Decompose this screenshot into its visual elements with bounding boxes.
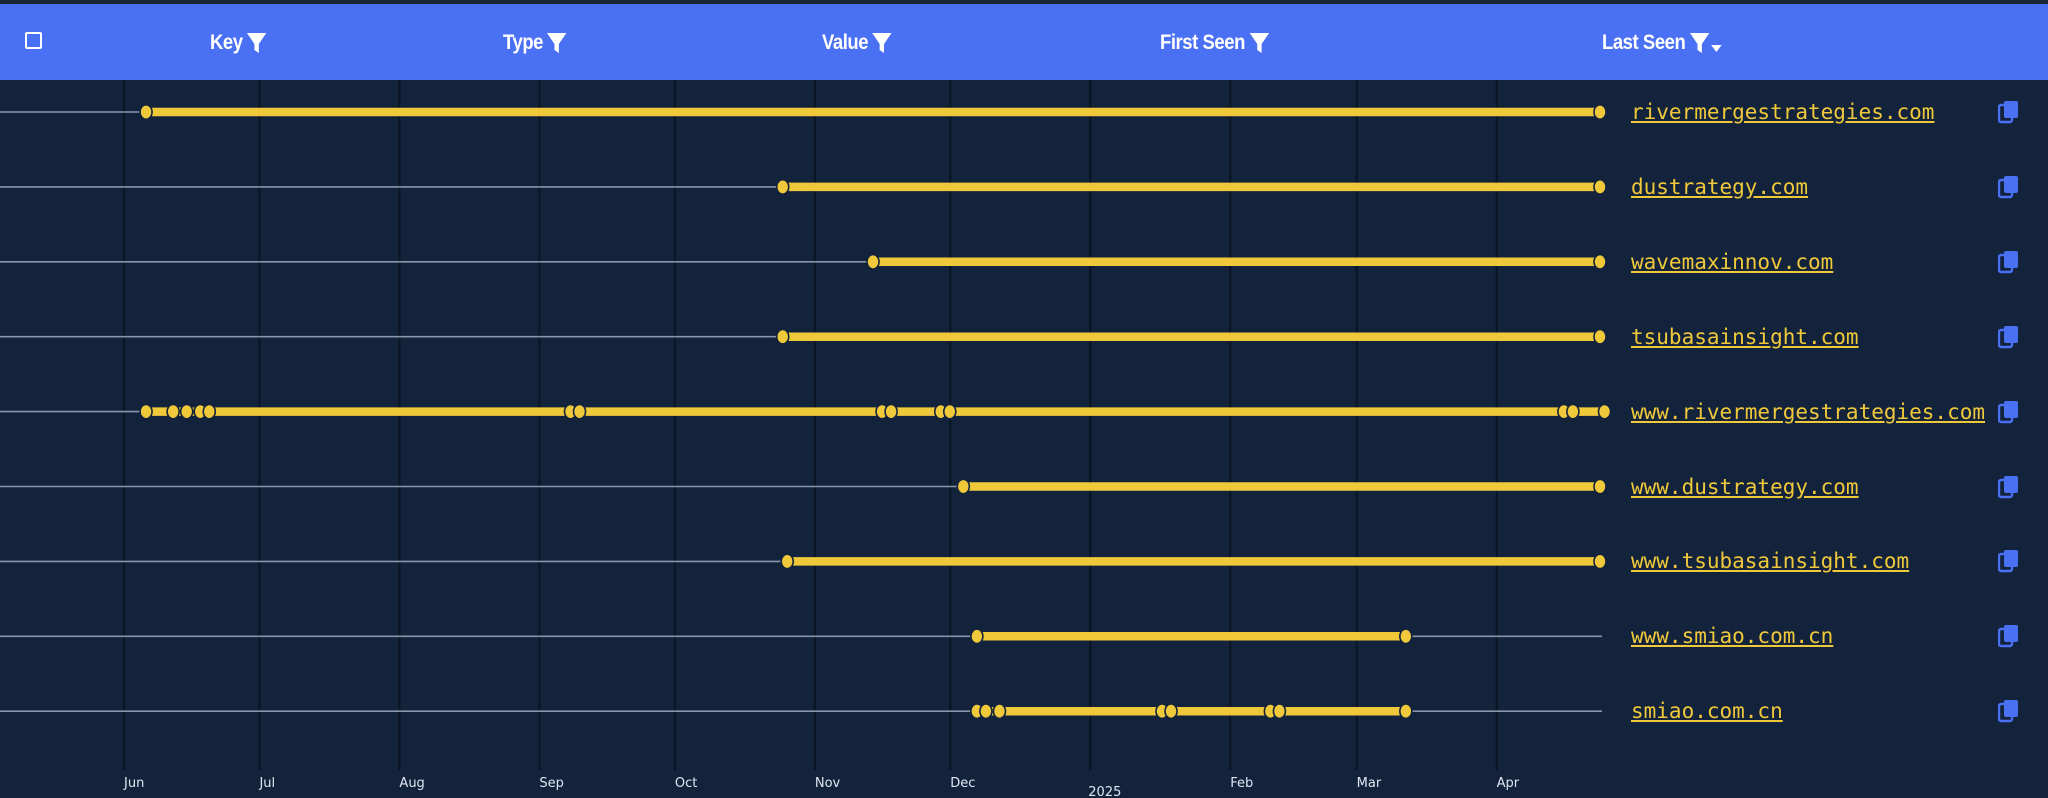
observation-point [202, 403, 217, 420]
timeline-row [0, 178, 1607, 195]
timeline-row [0, 103, 1607, 120]
timeline-row [0, 403, 1612, 420]
domain-link[interactable]: dustrategy.com [1631, 174, 1809, 199]
x-tick-label: Apr [1497, 776, 1520, 791]
column-header-label: First Seen [1160, 31, 1245, 54]
column-header-value[interactable]: Value [822, 26, 893, 60]
filter-icon[interactable] [1248, 31, 1269, 55]
observation-point [956, 478, 971, 495]
observation-point [1593, 178, 1607, 195]
observation-point [1593, 328, 1607, 345]
observation-point [1593, 253, 1607, 270]
copy-icon[interactable] [1998, 175, 2020, 199]
observation-point [1399, 703, 1413, 720]
column-header-label: Key [210, 31, 243, 54]
copy-icon[interactable] [1998, 549, 2020, 573]
timeline-row [0, 628, 1602, 645]
observation-point [775, 328, 790, 345]
x-tick-label: Dec [950, 776, 975, 791]
observation-point [884, 403, 898, 420]
domain-link[interactable]: rivermergestrategies.com [1631, 100, 1935, 124]
domain-link[interactable]: www.rivermergestrategies.com [1631, 399, 1986, 424]
observation-point [780, 553, 795, 570]
column-header-label: Type [503, 31, 544, 54]
filter-icon[interactable] [872, 31, 893, 55]
x-tick-label: Mar [1357, 776, 1382, 791]
domain-link[interactable]: www.tsubasainsight.com [1631, 549, 1910, 574]
x-tick-label: Feb [1230, 776, 1253, 791]
domain-link[interactable]: tsubasainsight.com [1631, 324, 1859, 349]
observation-point [1399, 628, 1413, 645]
observation-point [775, 178, 790, 195]
observation-point [1566, 403, 1580, 420]
copy-icon[interactable] [1998, 699, 2020, 723]
domain-link[interactable]: smiao.com.cn [1631, 699, 1783, 724]
select-all-checkbox[interactable] [25, 32, 42, 49]
observation-point [166, 403, 180, 420]
filter-icon[interactable] [246, 31, 267, 55]
x-tick-label: Nov [815, 776, 841, 791]
timeline-chart: Jun Jul Aug Sep Oct Nov Dec Feb Mar Apr 2025 [0, 80, 1612, 798]
timeline-row [0, 478, 1607, 495]
observation-point [572, 403, 587, 420]
x-tick-label: Aug [399, 776, 424, 791]
filter-icon[interactable] [547, 31, 568, 55]
domain-link[interactable]: wavemaxinnov.com [1631, 249, 1834, 274]
timeline-row [0, 253, 1607, 270]
column-header-first-seen[interactable]: First Seen [1160, 26, 1270, 60]
domain-link[interactable]: www.dustrategy.com [1631, 474, 1859, 499]
x-tick-label: Oct [675, 776, 697, 791]
observation-point [139, 403, 153, 420]
copy-icon[interactable] [1998, 250, 2020, 274]
copy-icon[interactable] [1998, 624, 2020, 648]
observation-point [979, 703, 993, 720]
x-tick-label: Jun [123, 776, 144, 791]
column-header-label: Last Seen [1602, 31, 1686, 54]
observation-point [1164, 703, 1178, 720]
observation-point [1597, 403, 1612, 420]
filter-icon[interactable] [1689, 31, 1710, 55]
observation-point [866, 253, 880, 270]
table-header: Key Type Value First Seen Last Seen [0, 4, 2048, 80]
copy-icon[interactable] [1998, 325, 2020, 349]
column-header-last-seen[interactable]: Last Seen [1602, 26, 1722, 60]
timeline-row [0, 703, 1602, 720]
observation-point [1272, 703, 1287, 720]
top-border [0, 0, 2048, 4]
observation-point [1593, 103, 1607, 120]
observation-point [139, 103, 153, 120]
timeline-row [0, 328, 1607, 345]
column-header-type[interactable]: Type [503, 26, 568, 60]
copy-icon[interactable] [1998, 100, 2020, 124]
column-header-key[interactable]: Key [210, 26, 267, 60]
observation-point [992, 703, 1007, 720]
column-header-label: Value [822, 31, 869, 54]
x-tick-label: Jul [258, 776, 275, 791]
x-axis: Jun Jul Aug Sep Oct Nov Dec Feb Mar Apr 2025 [123, 80, 1520, 798]
copy-icon[interactable] [1998, 400, 2020, 424]
x-tick-label: Sep [539, 776, 564, 791]
sort-desc-icon[interactable] [1710, 41, 1722, 55]
observation-point [1593, 553, 1607, 570]
observation-point [942, 403, 957, 420]
x-year-label: 2025 [1088, 785, 1121, 798]
timeline-row [0, 553, 1607, 570]
domain-link[interactable]: www.smiao.com.cn [1631, 624, 1834, 649]
copy-icon[interactable] [1998, 475, 2020, 499]
observation-point [179, 403, 194, 420]
observation-point [1593, 478, 1607, 495]
observation-point [970, 628, 984, 645]
